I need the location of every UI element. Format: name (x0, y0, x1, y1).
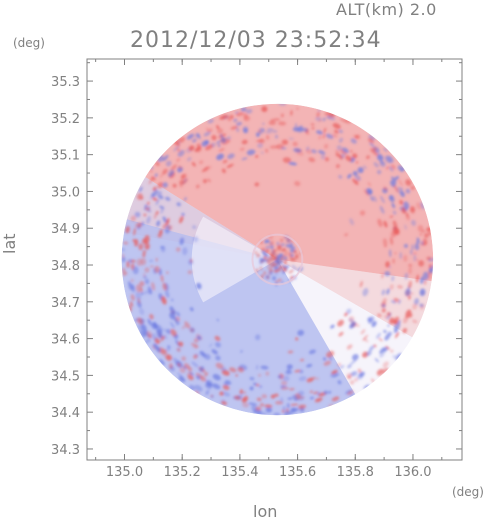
x-tick-label: 135.4 (221, 465, 258, 480)
neutral-core (191, 216, 278, 303)
axis-ticks: 135.0 135.2 135.4 135.6 135.8 136.0 34.3 34.4 34… (51, 59, 462, 480)
y-tick-label: 35.1 (51, 149, 80, 164)
y-tick-label: 34.9 (51, 222, 80, 237)
y-tick-label: 34.3 (51, 443, 80, 458)
radar-disc (121, 103, 434, 416)
y-tick-label: 34.4 (51, 406, 80, 421)
y-tick-label: 34.5 (51, 369, 80, 384)
x-tick-label: 136.0 (394, 465, 431, 480)
x-tick-label: 135.8 (337, 465, 374, 480)
y-tick-label: 34.6 (51, 333, 80, 348)
timestamp-label: 2012/12/03 23:52:34 (130, 28, 382, 53)
x-axis-title: lon (253, 502, 278, 521)
positive-sector (145, 103, 434, 282)
y-tick-label: 34.8 (51, 259, 80, 274)
y-tick-label: 35.2 (51, 112, 80, 127)
center-ring (251, 233, 304, 286)
plot-frame (86, 58, 463, 461)
y-tick-label: 35.0 (51, 185, 80, 200)
altitude-label: ALT(km) 2.0 (336, 0, 437, 19)
x-unit-label: (deg) (452, 485, 484, 499)
y-tick-label: 35.3 (51, 75, 80, 90)
x-tick-label: 135.0 (106, 465, 143, 480)
x-tick-label: 135.2 (164, 465, 201, 480)
x-tick-label: 135.6 (279, 465, 316, 480)
y-unit-label: (deg) (13, 36, 45, 50)
y-tick-label: 34.7 (51, 296, 80, 311)
